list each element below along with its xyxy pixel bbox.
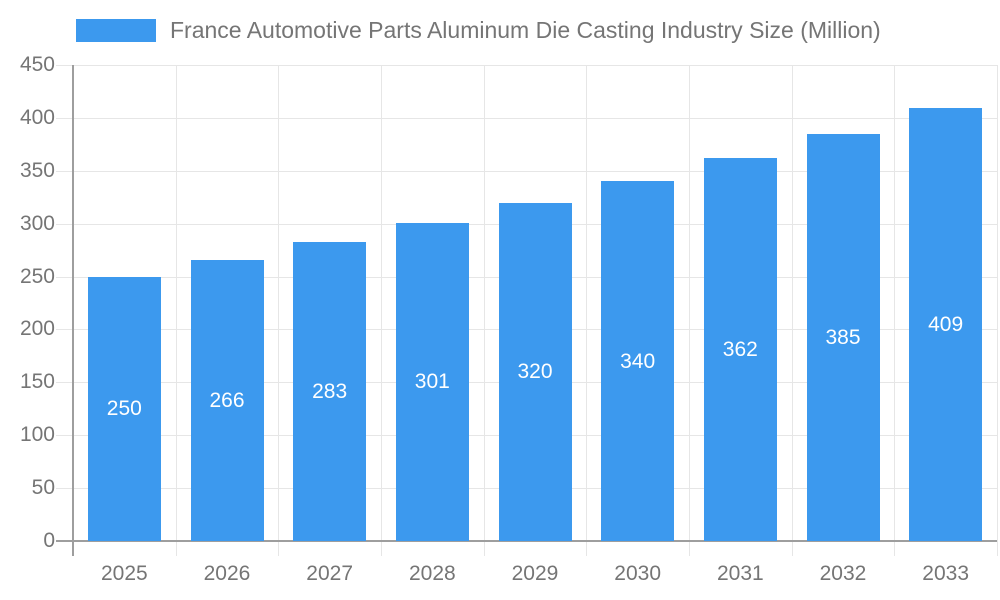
x-gridline [689, 65, 690, 556]
y-axis-line [72, 65, 74, 556]
x-tick-label: 2032 [819, 562, 867, 585]
y-tick-label: 100 [19, 423, 55, 447]
x-gridline [381, 65, 382, 556]
bar: 340 [601, 181, 675, 541]
legend: France Automotive Parts Aluminum Die Cas… [76, 17, 881, 44]
x-tick-label: 2029 [511, 562, 559, 585]
x-gridline [791, 65, 793, 556]
bar: 385 [806, 133, 880, 541]
bar: 409 [909, 108, 983, 541]
bar-value-label: 266 [209, 388, 245, 412]
x-tick-label: 2027 [306, 562, 354, 585]
x-gridline [175, 65, 177, 556]
y-gridline [56, 65, 997, 66]
bar-value-label: 283 [312, 379, 348, 403]
bar-value-label: 409 [928, 313, 964, 337]
x-tick-label: 2026 [203, 562, 251, 585]
y-tick-label: 250 [19, 264, 55, 288]
x-tick-label: 2031 [716, 562, 764, 585]
x-axis-line [56, 540, 997, 542]
x-gridline [586, 65, 588, 556]
bar-value-label: 301 [414, 370, 450, 394]
y-tick-label: 200 [19, 317, 55, 341]
x-gridline [278, 65, 280, 556]
bar: 266 [190, 259, 264, 541]
bar-value-label: 362 [722, 338, 758, 362]
bar: 320 [498, 202, 572, 541]
y-tick-label: 350 [19, 158, 55, 182]
bar: 283 [293, 241, 367, 541]
bar-value-label: 320 [517, 360, 553, 384]
x-gridline [483, 65, 485, 556]
bar: 362 [703, 158, 777, 541]
y-tick-label: 0 [43, 529, 55, 552]
y-gridline [56, 170, 997, 172]
y-tick-label: 450 [19, 53, 55, 76]
bar-value-label: 340 [620, 349, 656, 373]
x-tick-label: 2028 [408, 562, 456, 585]
x-tick-label: 2030 [614, 562, 662, 585]
y-gridline [56, 117, 997, 119]
x-tick-label: 2033 [922, 562, 970, 585]
chart-title: France Automotive Parts Aluminum Die Cas… [170, 17, 881, 43]
x-gridline [894, 65, 896, 556]
bar: 301 [395, 222, 469, 541]
y-tick-label: 50 [31, 476, 55, 500]
bar-value-label: 385 [825, 325, 861, 349]
legend-swatch [76, 19, 156, 42]
y-tick-label: 400 [19, 105, 55, 129]
bar-value-label: 250 [106, 397, 142, 421]
x-gridline [997, 65, 998, 556]
x-tick-label: 2025 [100, 562, 148, 585]
y-tick-label: 150 [19, 370, 55, 394]
y-tick-label: 300 [19, 211, 55, 235]
bar: 250 [87, 276, 161, 541]
